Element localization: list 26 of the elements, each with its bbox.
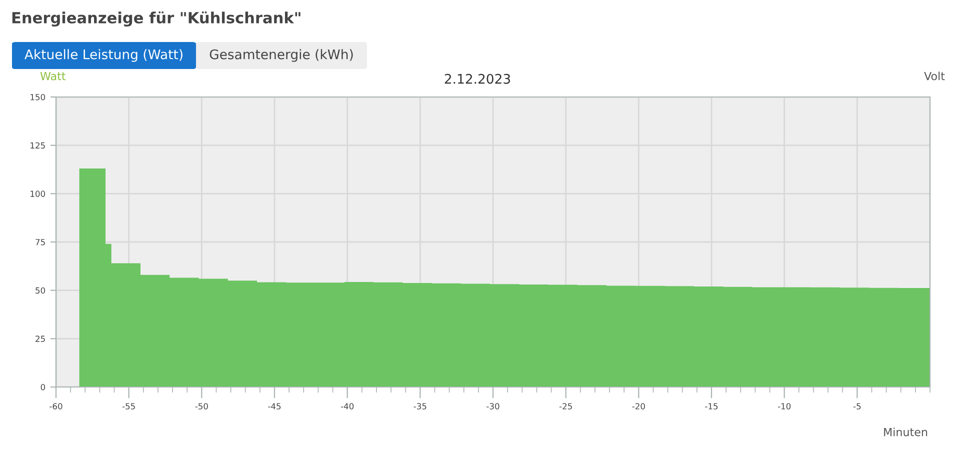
x-tick-label: -40	[340, 403, 354, 410]
x-tick-label: -55	[122, 403, 135, 410]
x-tick-label: -50	[195, 403, 208, 410]
y-tick-label: 0	[40, 384, 46, 390]
y-tick-label: 50	[36, 287, 46, 294]
x-axis-title: Minuten	[884, 428, 928, 436]
text: Aktuelle Leistung (Watt)	[24, 49, 182, 62]
y-tick-label: 75	[36, 239, 45, 246]
x-tick-label: -60	[50, 403, 62, 410]
text: Gesamtenergie (kWh)	[210, 49, 353, 62]
y-axis-title: Watt	[40, 72, 66, 80]
x-tick-label: -10	[778, 403, 791, 410]
y-tick-label: 125	[30, 142, 45, 149]
x-tick-label: -35	[414, 403, 426, 410]
x-tick-label: -20	[632, 403, 645, 410]
y-tick-label: 150	[30, 94, 46, 100]
y2-axis-title: Volt	[924, 72, 945, 80]
y-tick-label: 100	[30, 190, 46, 197]
chart-title: Energieanzeige für "Kühlschrank"	[12, 11, 300, 27]
x-tick-label: -25	[559, 403, 572, 410]
chart-subtitle: 2.12.2023	[444, 74, 510, 84]
y-tick-label: 25	[36, 336, 45, 342]
x-tick-label: -15	[705, 403, 718, 410]
x-tick-label: -30	[486, 403, 500, 410]
x-tick-label: -5	[853, 403, 861, 410]
x-tick-label: -45	[268, 403, 281, 410]
